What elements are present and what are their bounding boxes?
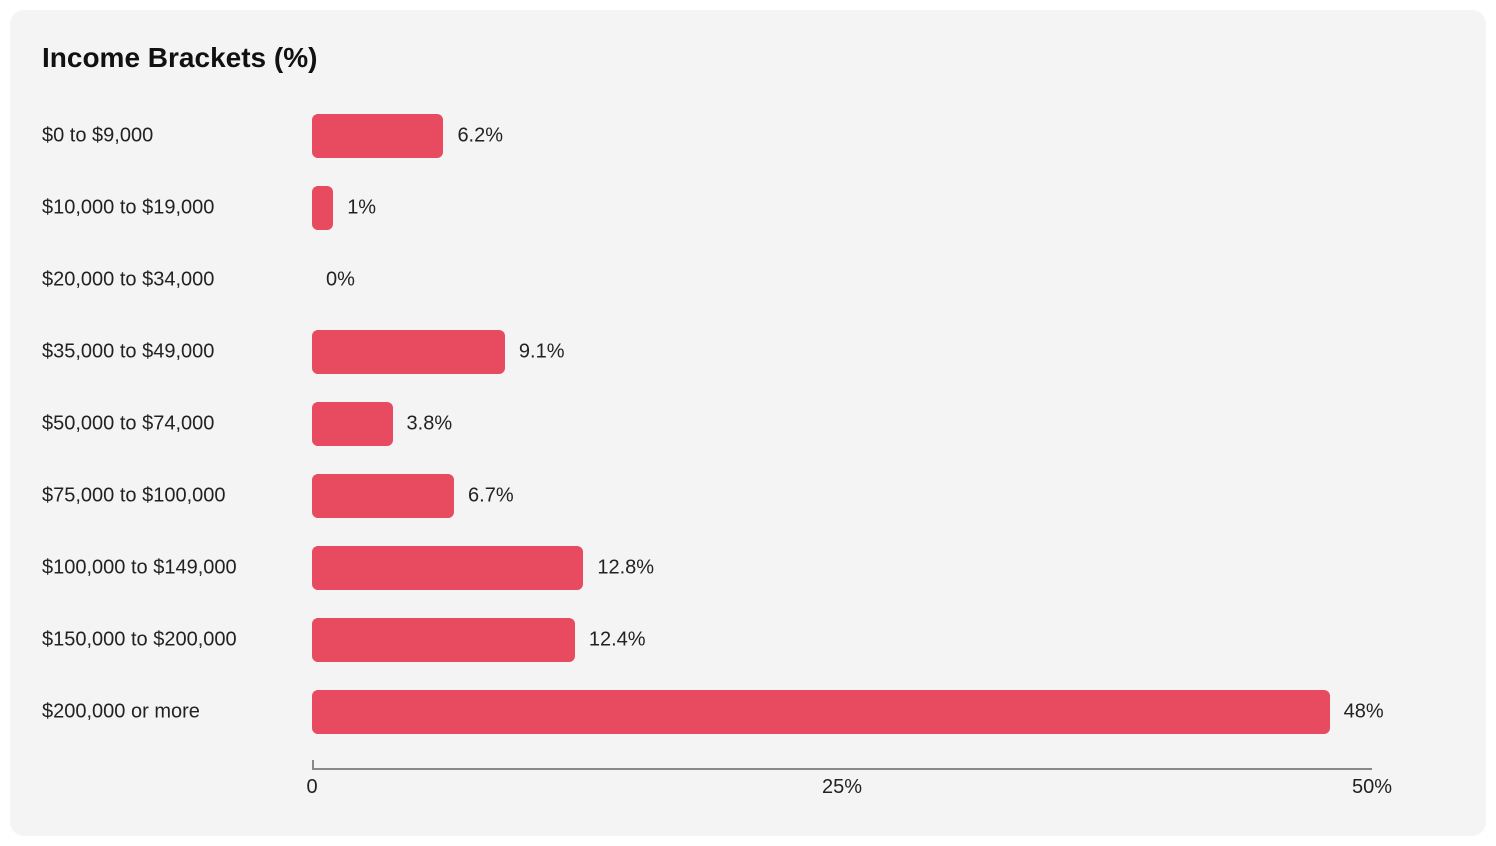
bar-row: $200,000 or more 48% (42, 690, 1454, 734)
category-label: $20,000 to $34,000 (42, 269, 292, 292)
chart-card: Income Brackets (%) $0 to $9,000 6.2% $10,… (10, 10, 1486, 836)
category-label: $150,000 to $200,000 (42, 629, 292, 652)
bar (312, 186, 333, 230)
value-label: 6.2% (457, 125, 503, 148)
bar (312, 474, 454, 518)
bar-row: $0 to $9,000 6.2% (42, 114, 1454, 158)
bar-row: $100,000 to $149,000 12.8% (42, 546, 1454, 590)
chart-plot-area: $0 to $9,000 6.2% $10,000 to $19,000 1% $20,… (42, 100, 1454, 806)
value-label: 3.8% (407, 413, 453, 436)
value-label: 6.7% (468, 485, 514, 508)
chart-title: Income Brackets (%) (42, 42, 317, 74)
bar (312, 402, 393, 446)
value-label: 12.8% (597, 557, 654, 580)
bar (312, 690, 1330, 734)
bar (312, 114, 443, 158)
bar-row: $35,000 to $49,000 9.1% (42, 330, 1454, 374)
bar-row: $75,000 to $100,000 6.7% (42, 474, 1454, 518)
category-label: $10,000 to $19,000 (42, 197, 292, 220)
bar (312, 546, 583, 590)
category-label: $0 to $9,000 (42, 125, 292, 148)
value-label: 12.4% (589, 629, 646, 652)
category-label: $100,000 to $149,000 (42, 557, 292, 580)
value-label: 1% (347, 197, 376, 220)
category-label: $50,000 to $74,000 (42, 413, 292, 436)
category-label: $75,000 to $100,000 (42, 485, 292, 508)
axis-line-horizontal (312, 768, 1372, 770)
bar-row: $150,000 to $200,000 12.4% (42, 618, 1454, 662)
axis-tick-label: 50% (1352, 776, 1392, 799)
axis-line-vertical (312, 760, 314, 768)
bar (312, 330, 505, 374)
axis-tick-label: 25% (822, 776, 862, 799)
value-label: 9.1% (519, 341, 565, 364)
value-label: 48% (1344, 701, 1384, 724)
axis-tick-label: 0 (306, 776, 317, 799)
bar-row: $50,000 to $74,000 3.8% (42, 402, 1454, 446)
category-label: $200,000 or more (42, 701, 292, 724)
bar-row: $10,000 to $19,000 1% (42, 186, 1454, 230)
category-label: $35,000 to $49,000 (42, 341, 292, 364)
bar-row: $20,000 to $34,000 0% (42, 258, 1454, 302)
value-label: 0% (326, 269, 355, 292)
bar (312, 618, 575, 662)
